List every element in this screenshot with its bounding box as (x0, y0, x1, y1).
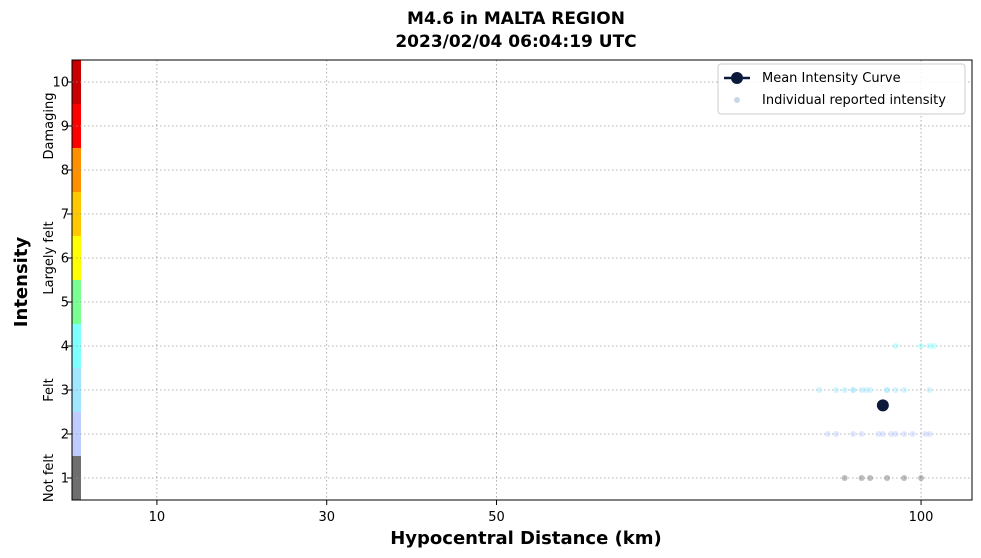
chart-title: M4.6 in MALTA REGION (407, 9, 625, 29)
individual-point (824, 431, 831, 437)
individual-point (858, 475, 865, 481)
individual-point (926, 431, 933, 437)
y-tick-label-6: 6 (61, 252, 69, 267)
y-tick-label-5: 5 (61, 296, 69, 311)
individual-point (841, 387, 848, 393)
individual-point (858, 387, 865, 393)
y-tick-label-4: 4 (61, 340, 69, 355)
y-tick-label-7: 7 (61, 208, 69, 223)
individual-point (918, 343, 925, 349)
plot-frame (71, 59, 973, 501)
legend-box (717, 63, 966, 115)
individual-point (901, 475, 908, 481)
individual-point (892, 343, 899, 349)
mean-point (876, 399, 889, 412)
individual-point (867, 475, 874, 481)
individual-point (918, 475, 925, 481)
individual-point (926, 387, 933, 393)
individual-point (879, 431, 886, 437)
x-tick-label-100: 100 (909, 510, 934, 525)
individual-point (850, 431, 857, 437)
individual-point (888, 431, 895, 437)
individual-point (901, 387, 908, 393)
individual-point (930, 343, 937, 349)
legend-marker-mean (731, 72, 743, 84)
individual-point (892, 431, 899, 437)
individual-point (858, 431, 865, 437)
y-ticks: 1 2 3 4 5 6 7 8 9 10 (52, 76, 72, 487)
chart-subtitle: 2023/02/04 06:04:19 UTC (395, 32, 636, 52)
grid-lines (72, 60, 972, 500)
y-axis-label: Intensity (11, 237, 32, 328)
individual-point (850, 387, 857, 393)
individual-point (884, 387, 891, 393)
y-tick-label-9: 9 (61, 120, 69, 135)
individual-points (816, 343, 937, 481)
x-tick-label-30: 30 (318, 510, 335, 525)
x-axis-label: Hypocentral Distance (km) (390, 528, 662, 549)
individual-point (884, 475, 891, 481)
individual-point (926, 343, 933, 349)
x-tick-label-10: 10 (149, 510, 166, 525)
individual-point (901, 431, 908, 437)
band-label-3: Damaging (42, 93, 57, 160)
individual-point (909, 431, 916, 437)
individual-point (884, 387, 891, 393)
legend-label-individual: Individual reported intensity (762, 93, 946, 108)
individual-point (841, 475, 848, 481)
individual-point (816, 387, 823, 393)
individual-point (833, 431, 840, 437)
individual-point (875, 431, 882, 437)
legend: Mean Intensity Curve Individual reported… (717, 63, 966, 115)
individual-point (892, 387, 899, 393)
y-tick-label-10: 10 (52, 76, 69, 91)
individual-point (922, 431, 929, 437)
individual-point (867, 387, 874, 393)
legend-label-mean: Mean Intensity Curve (762, 71, 901, 86)
x-ticks: 10 30 50 100 (149, 500, 934, 525)
individual-point (850, 387, 857, 393)
y-tick-label-2: 2 (61, 428, 69, 443)
intensity-band-labels: Not felt Felt Largely felt Damaging (42, 93, 57, 503)
x-tick-label-50: 50 (488, 510, 505, 525)
individual-point (862, 387, 869, 393)
band-label-2: Largely felt (42, 221, 57, 294)
y-tick-label-1: 1 (61, 472, 69, 487)
y-tick-label-3: 3 (61, 384, 69, 399)
band-label-0: Not felt (42, 454, 57, 502)
band-label-1: Felt (42, 378, 57, 401)
y-tick-label-8: 8 (61, 164, 69, 179)
legend-marker-individual (734, 97, 740, 103)
individual-point (833, 387, 840, 393)
mean-curve (876, 399, 889, 412)
